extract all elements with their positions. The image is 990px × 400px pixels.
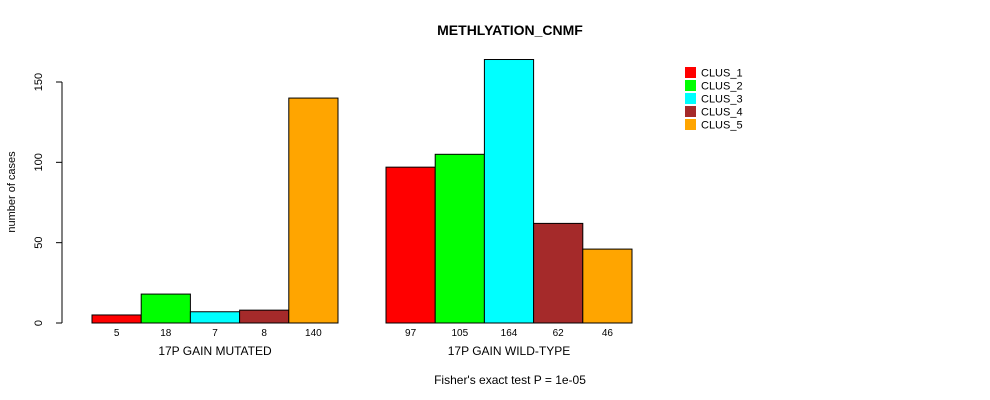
- bar-clus-4: [239, 309, 290, 324]
- y-tick-label: 50: [33, 237, 45, 249]
- bar-value-label: 105: [451, 328, 468, 339]
- bar-clus-1: [91, 314, 142, 324]
- fisher-test-note: Fisher's exact test P = 1e-05: [434, 373, 586, 387]
- y-axis-label: number of cases: [6, 151, 18, 233]
- legend-label: CLUS_5: [701, 120, 743, 132]
- group-label: 17P GAIN WILD-TYPE: [448, 344, 570, 358]
- bar-clus-4: [533, 222, 584, 324]
- legend-swatch: [685, 67, 696, 78]
- bar-value-label: 18: [160, 328, 172, 339]
- chart-title: METHLYATION_CNMF: [437, 22, 583, 38]
- bar-clus-1: [385, 166, 436, 324]
- y-tick-label: 0: [33, 320, 45, 326]
- bar-value-label: 46: [602, 328, 614, 339]
- y-tick-label: 100: [33, 153, 45, 171]
- legend-label: CLUS_1: [701, 68, 743, 80]
- legend-label: CLUS_4: [701, 107, 743, 119]
- bar-clus-5: [582, 248, 633, 324]
- bar-clus-3: [189, 311, 241, 324]
- group-labels: 17P GAIN MUTATED 17P GAIN WILD-TYPE: [158, 344, 570, 358]
- legend-label: CLUS_3: [701, 94, 743, 106]
- bar-value-label: 140: [305, 328, 322, 339]
- bar-value-label: 62: [553, 328, 565, 339]
- y-axis: 0 50 100 150: [33, 73, 63, 326]
- bar-clus-2: [140, 293, 191, 324]
- bar-value-label: 97: [405, 328, 417, 339]
- bar-value-label: 5: [114, 328, 120, 339]
- bars: [91, 59, 633, 324]
- group-label: 17P GAIN MUTATED: [158, 344, 272, 358]
- legend-label: CLUS_2: [701, 81, 743, 93]
- legend-swatch: [685, 106, 696, 117]
- bar-value-label: 7: [212, 328, 218, 339]
- legend-swatch: [685, 119, 696, 130]
- bar-clus-2: [434, 153, 485, 324]
- bar-clus-3: [483, 59, 535, 324]
- legend-swatch: [685, 93, 696, 104]
- y-tick-label: 150: [33, 73, 45, 91]
- bar-value-label: 8: [261, 328, 267, 339]
- legend-swatch: [685, 80, 696, 91]
- bar-value-label: 164: [501, 328, 518, 339]
- bar-clus-5: [288, 97, 339, 324]
- bar-value-labels: 5 18 7 8 140 97 105 164 62 46: [114, 328, 614, 339]
